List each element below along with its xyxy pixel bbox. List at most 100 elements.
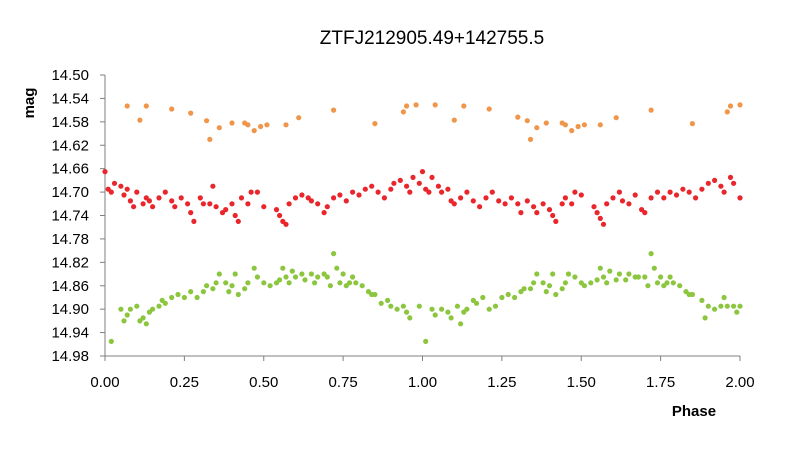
data-point — [223, 207, 229, 213]
data-point — [327, 283, 333, 289]
data-point — [562, 280, 569, 286]
data-point — [207, 201, 213, 207]
data-point — [712, 177, 718, 183]
data-point — [693, 195, 699, 201]
data-point — [108, 189, 114, 195]
data-point — [181, 294, 187, 301]
data-point — [254, 274, 260, 280]
data-point — [238, 195, 245, 201]
data-point — [686, 189, 692, 195]
data-point — [594, 210, 600, 216]
data-point — [258, 123, 264, 130]
data-point — [645, 283, 651, 289]
data-point — [727, 103, 734, 109]
data-point — [461, 103, 467, 109]
data-point — [407, 189, 413, 195]
data-point — [594, 277, 600, 283]
data-point — [102, 169, 108, 175]
data-point — [407, 315, 413, 321]
data-point — [550, 212, 556, 219]
data-point — [613, 115, 619, 121]
data-point — [391, 180, 397, 186]
data-point — [680, 186, 686, 192]
data-point — [111, 180, 118, 186]
data-point — [473, 300, 480, 306]
data-point — [200, 201, 206, 207]
data-point — [137, 117, 143, 123]
data-point — [524, 198, 530, 204]
data-point — [505, 291, 511, 298]
data-point — [553, 218, 559, 224]
data-point — [245, 122, 251, 128]
y-tick-label: 14.86 — [51, 278, 89, 295]
data-point — [531, 204, 537, 210]
data-point — [194, 294, 200, 301]
data-point — [321, 210, 327, 216]
x-tick-label: 1.25 — [487, 374, 516, 391]
data-point — [521, 286, 527, 292]
data-point — [140, 315, 146, 321]
data-point — [162, 300, 168, 306]
data-point — [546, 283, 553, 289]
data-point — [737, 195, 743, 201]
data-point — [213, 204, 219, 210]
data-point — [565, 271, 572, 277]
data-point — [378, 300, 384, 306]
data-point — [191, 218, 197, 224]
data-point — [175, 291, 181, 298]
data-point — [124, 186, 130, 192]
data-point — [134, 303, 140, 309]
data-point — [369, 183, 375, 189]
data-point — [134, 189, 140, 195]
data-point — [623, 277, 629, 283]
data-point — [226, 289, 232, 295]
data-point — [734, 309, 740, 315]
data-point — [451, 117, 457, 123]
data-point — [127, 306, 133, 312]
data-point — [540, 280, 546, 286]
data-point — [302, 277, 308, 283]
data-point — [216, 271, 222, 277]
data-point — [451, 201, 457, 207]
data-point — [439, 306, 445, 312]
data-point — [731, 180, 737, 186]
data-point — [432, 312, 438, 318]
x-tick-label: 0.25 — [170, 374, 199, 391]
data-point — [299, 271, 305, 277]
data-point — [334, 265, 340, 271]
data-point — [331, 195, 337, 201]
data-point — [359, 283, 365, 289]
x-tick-label: 1.75 — [646, 374, 675, 391]
data-point — [677, 283, 683, 289]
data-point — [581, 122, 588, 128]
data-point — [550, 271, 556, 277]
data-point — [445, 309, 451, 315]
data-point — [616, 189, 623, 195]
data-point — [273, 207, 280, 213]
data-point — [667, 274, 673, 280]
data-point — [689, 291, 696, 298]
data-point — [229, 201, 235, 207]
data-point — [404, 183, 410, 189]
data-point — [458, 195, 464, 201]
data-point — [600, 274, 607, 280]
data-point — [454, 303, 460, 309]
data-point — [337, 192, 343, 198]
data-point — [626, 201, 632, 207]
data-point — [375, 189, 381, 195]
data-point — [642, 210, 648, 216]
data-point — [483, 195, 489, 201]
data-point — [343, 198, 349, 204]
data-point — [156, 195, 162, 201]
data-point — [610, 195, 616, 201]
data-point — [607, 268, 613, 274]
data-point — [464, 189, 470, 195]
data-point — [648, 195, 654, 201]
data-point — [524, 118, 530, 124]
data-point — [232, 212, 238, 219]
data-point — [210, 286, 216, 292]
data-point — [404, 309, 410, 315]
data-point — [213, 280, 219, 286]
data-point — [721, 189, 727, 195]
data-point — [394, 306, 400, 312]
